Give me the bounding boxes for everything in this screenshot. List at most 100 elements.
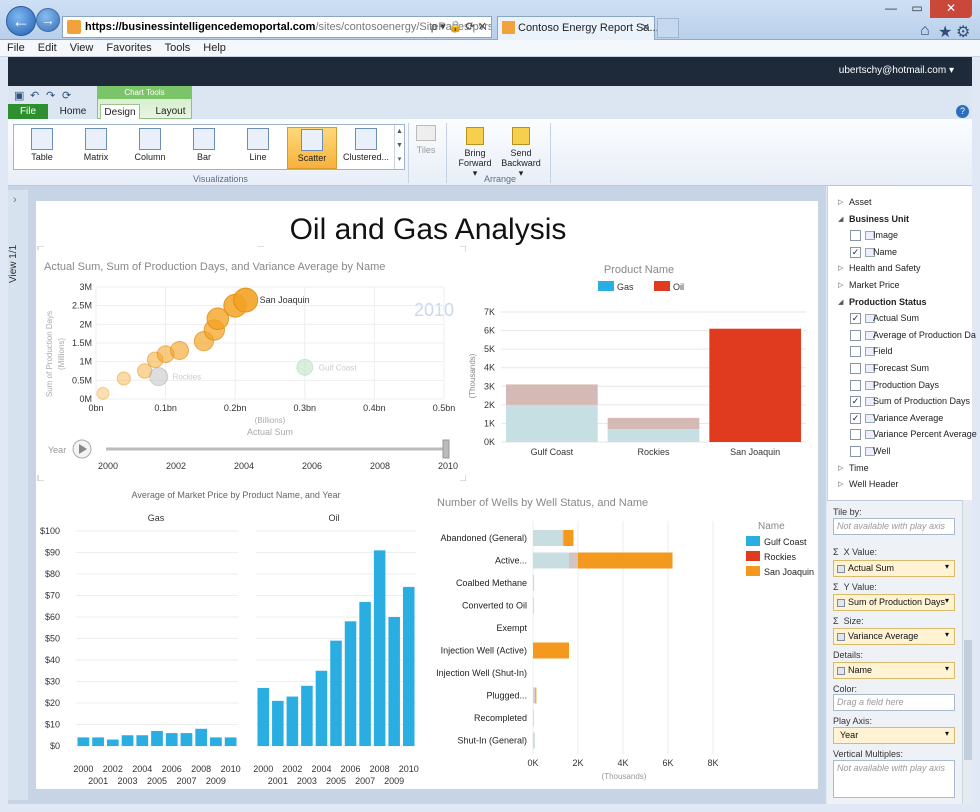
field-table-item[interactable]: ▷ Health and Safety — [828, 263, 973, 277]
favorites-star-icon[interactable]: ★ — [938, 24, 953, 41]
wells-bar-segment[interactable] — [533, 732, 535, 749]
y-value-field[interactable]: Sum of Production Days ▾ — [833, 594, 955, 611]
field-table-item[interactable]: ▷ Asset — [828, 197, 973, 211]
market-price-bar[interactable] — [77, 737, 90, 746]
field-checkbox[interactable] — [850, 379, 861, 391]
field-checkbox[interactable] — [850, 230, 861, 242]
refresh-icon[interactable]: ⟳ — [62, 90, 72, 102]
menu-edit[interactable]: Edit — [37, 42, 57, 54]
menu-help[interactable]: Help — [203, 42, 226, 54]
field-item[interactable]: Field — [828, 346, 973, 360]
market-price-bar[interactable] — [330, 640, 342, 746]
expand-arrow-icon[interactable]: ▷ — [838, 464, 844, 472]
scatter-point-san-joaquin[interactable] — [206, 307, 230, 331]
viz-scatter-button[interactable]: Scatter — [287, 127, 337, 169]
viz-bar-button[interactable]: Bar — [179, 127, 229, 169]
wells-bar-segment[interactable] — [533, 597, 534, 614]
vertical-multiples-well[interactable]: Not available with play axis — [833, 760, 955, 798]
market-price-bar[interactable] — [106, 739, 119, 746]
details-field[interactable]: Name ▾ — [833, 662, 955, 679]
wells-scrollbar[interactable] — [962, 500, 972, 804]
minimize-button[interactable]: — — [885, 1, 897, 15]
field-table-item[interactable]: ▷ Time — [828, 463, 973, 477]
wells-bars[interactable] — [533, 530, 673, 749]
field-checkbox[interactable]: ✓ — [850, 313, 861, 325]
play-axis-field[interactable]: Year ▾ — [833, 727, 955, 744]
expand-arrow-icon[interactable]: ▷ — [838, 199, 844, 206]
market-price-bar[interactable] — [272, 700, 284, 746]
wells-bar-segment[interactable] — [533, 710, 534, 726]
dropdown-icon[interactable]: ▾ — [944, 664, 949, 673]
market-price-bar[interactable] — [359, 601, 371, 746]
wells-bar-segment[interactable] — [535, 687, 537, 704]
dropdown-icon[interactable]: ▾ — [944, 630, 949, 639]
field-item[interactable]: Forecast Sum — [828, 363, 973, 377]
expand-views-icon[interactable]: › — [13, 194, 17, 206]
help-icon[interactable]: ? — [956, 105, 969, 118]
scatter-chart[interactable]: Actual Sum, Sum of Production Days, and … — [36, 246, 466, 481]
menu-tools[interactable]: Tools — [164, 42, 191, 54]
forward-button[interactable]: → — [36, 8, 60, 32]
market-price-bar[interactable] — [286, 696, 299, 746]
field-checkbox[interactable] — [850, 329, 861, 341]
collapse-arrow-icon[interactable]: ◢ — [838, 298, 844, 306]
expand-arrow-icon[interactable]: ▷ — [838, 481, 844, 489]
field-item[interactable]: Variance Percent Average — [828, 429, 977, 443]
field-checkbox[interactable] — [850, 446, 861, 457]
redo-icon[interactable]: ↷ — [46, 90, 56, 102]
address-controls[interactable]: ρ ▾ 🔒 ⟳ ✕ — [430, 21, 487, 33]
viz-line-button[interactable]: Line — [233, 127, 283, 169]
browser-tab[interactable]: Contoso Energy Report Sa... ✕ — [497, 16, 659, 40]
field-checkbox[interactable] — [850, 346, 861, 358]
column-bar-gas[interactable] — [607, 429, 700, 442]
home-icon[interactable]: ⌂ — [920, 22, 930, 39]
send-backward-button[interactable]: Send Backward ▾ — [501, 125, 541, 178]
gallery-scroll[interactable]: ▲ ▼ ▾ — [394, 125, 404, 169]
scatter-points[interactable] — [96, 287, 314, 400]
wells-bar-segment[interactable] — [533, 530, 563, 546]
play-button[interactable] — [72, 439, 92, 459]
field-checkbox[interactable]: ✓ — [850, 396, 861, 408]
tile-by-well[interactable]: Not available with play axis — [833, 518, 955, 535]
field-table-item[interactable]: ◢ Business Unit — [828, 214, 973, 228]
market-price-bar[interactable] — [301, 685, 313, 746]
tab-design[interactable]: Design — [100, 104, 140, 119]
save-icon[interactable]: ▣ — [14, 90, 25, 102]
wells-bar-segment[interactable] — [578, 552, 673, 569]
column-bar-oil[interactable] — [709, 328, 801, 442]
color-well[interactable]: Drag a field here — [833, 694, 955, 711]
market-price-chart[interactable]: Average of Market Price by Product Name,… — [36, 486, 426, 791]
dropdown-icon[interactable]: ▾ — [944, 596, 949, 605]
viz-matrix-button[interactable]: Matrix — [71, 127, 121, 169]
column-chart[interactable]: Product Name Gas Oil (Thousands) 0K 1K 2K 3… — [461, 256, 816, 471]
market-price-bar[interactable] — [92, 737, 104, 746]
wells-bar-segment[interactable] — [533, 575, 535, 591]
window-close-button[interactable]: ✕ — [930, 0, 972, 18]
menu-favorites[interactable]: Favorites — [106, 42, 152, 54]
scatter-point-gulf-coast[interactable] — [296, 358, 314, 376]
scatter-point-san-joaquin[interactable] — [96, 386, 110, 400]
wells-bar-segment[interactable] — [534, 687, 536, 704]
scatter-point-rockies[interactable] — [149, 367, 169, 387]
tab-home[interactable]: Home — [59, 106, 87, 117]
market-price-bar[interactable] — [373, 550, 386, 746]
tab-file[interactable]: File — [8, 104, 48, 119]
wells-bar-segment[interactable] — [562, 530, 564, 546]
scatter-point-san-joaquin[interactable] — [233, 287, 259, 313]
field-item[interactable]: Production Days — [828, 379, 973, 394]
field-checkbox[interactable]: ✓ — [850, 412, 861, 424]
play-axis-thumb[interactable] — [442, 439, 450, 459]
wells-bar-segment[interactable] — [533, 687, 535, 704]
field-checkbox[interactable]: ✓ — [850, 246, 861, 258]
wells-bar-chart[interactable]: Number of Wells by Well Status, and Name… — [431, 486, 820, 791]
field-item[interactable]: ✓ Actual Sum — [828, 313, 973, 327]
column-bar-oil[interactable] — [607, 417, 700, 429]
wells-bar-segment[interactable] — [533, 642, 569, 659]
expand-arrow-icon[interactable]: ▷ — [838, 265, 844, 273]
size-field[interactable]: Variance Average ▾ — [833, 628, 955, 645]
field-checkbox[interactable] — [850, 363, 861, 374]
field-table-item[interactable]: ◢ Production Status — [828, 297, 973, 311]
column-bars[interactable] — [506, 328, 801, 442]
new-tab-button[interactable] — [657, 18, 679, 38]
market-price-bar[interactable] — [121, 735, 134, 746]
